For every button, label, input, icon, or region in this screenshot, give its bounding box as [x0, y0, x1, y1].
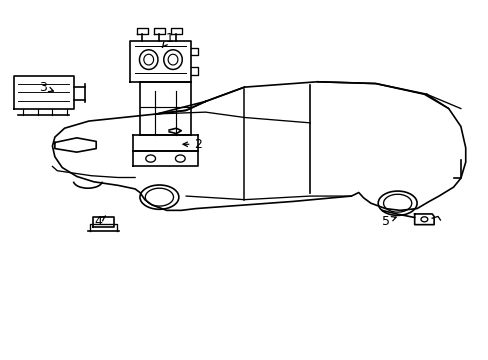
Text: 5: 5 [381, 215, 395, 228]
Text: 3: 3 [39, 81, 53, 94]
Text: 4: 4 [95, 215, 105, 228]
Text: 2: 2 [183, 138, 202, 151]
Text: 1: 1 [162, 32, 173, 47]
